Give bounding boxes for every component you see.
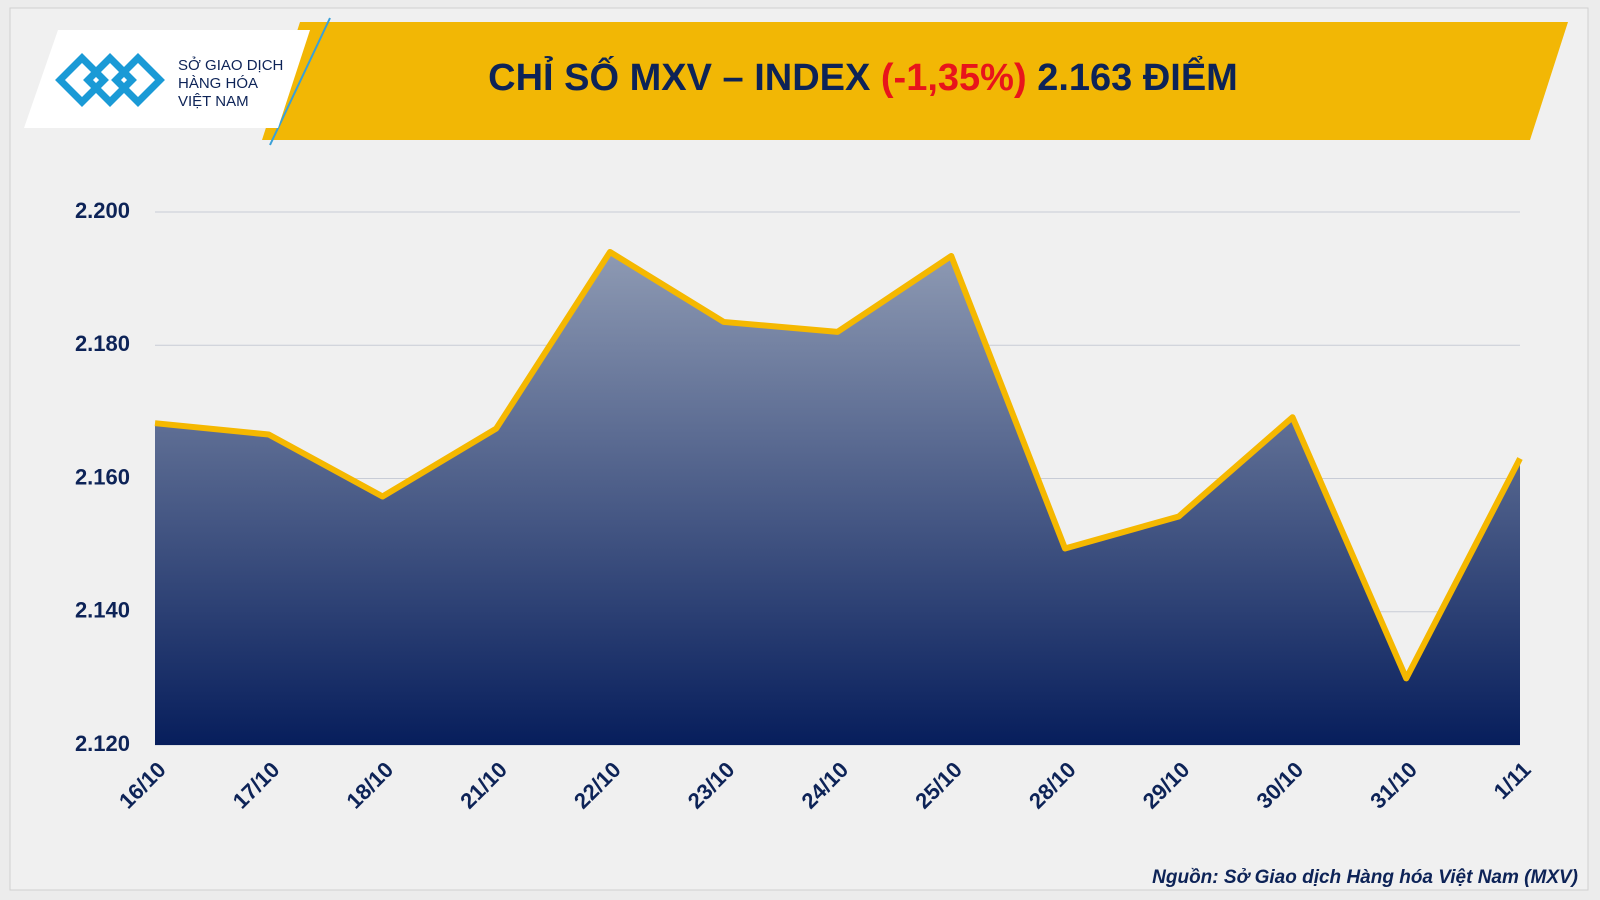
- y-tick-label: 2.200: [75, 198, 130, 223]
- title-banner: [262, 22, 1568, 140]
- logo-text: VIỆT NAM: [178, 93, 249, 110]
- y-tick-label: 2.160: [75, 464, 130, 489]
- y-tick-label: 2.180: [75, 331, 130, 356]
- title-value: 2.163 ĐIỂM: [1037, 54, 1238, 99]
- logo-text: HÀNG HÓA: [178, 75, 258, 92]
- logo-box: [24, 30, 310, 128]
- source-note: Nguồn: Sở Giao dịch Hàng hóa Việt Nam (M…: [1152, 867, 1578, 888]
- y-tick-label: 2.140: [75, 598, 130, 623]
- title-main: CHỈ SỐ MXV – INDEX: [488, 54, 871, 99]
- line: [154, 248, 1523, 682]
- chart-title: CHỈ SỐ MXV – INDEX (-1,35%) 2.163 ĐIỂM: [488, 54, 1238, 99]
- y-tick-label: 2.120: [75, 731, 130, 756]
- area-fill: [155, 251, 1520, 745]
- logo-text: SỞ GIAO DỊCH: [178, 56, 283, 74]
- banner-accent: [269, 17, 331, 146]
- logo-icon: [55, 53, 165, 107]
- title-change: (-1,35%): [881, 57, 1027, 99]
